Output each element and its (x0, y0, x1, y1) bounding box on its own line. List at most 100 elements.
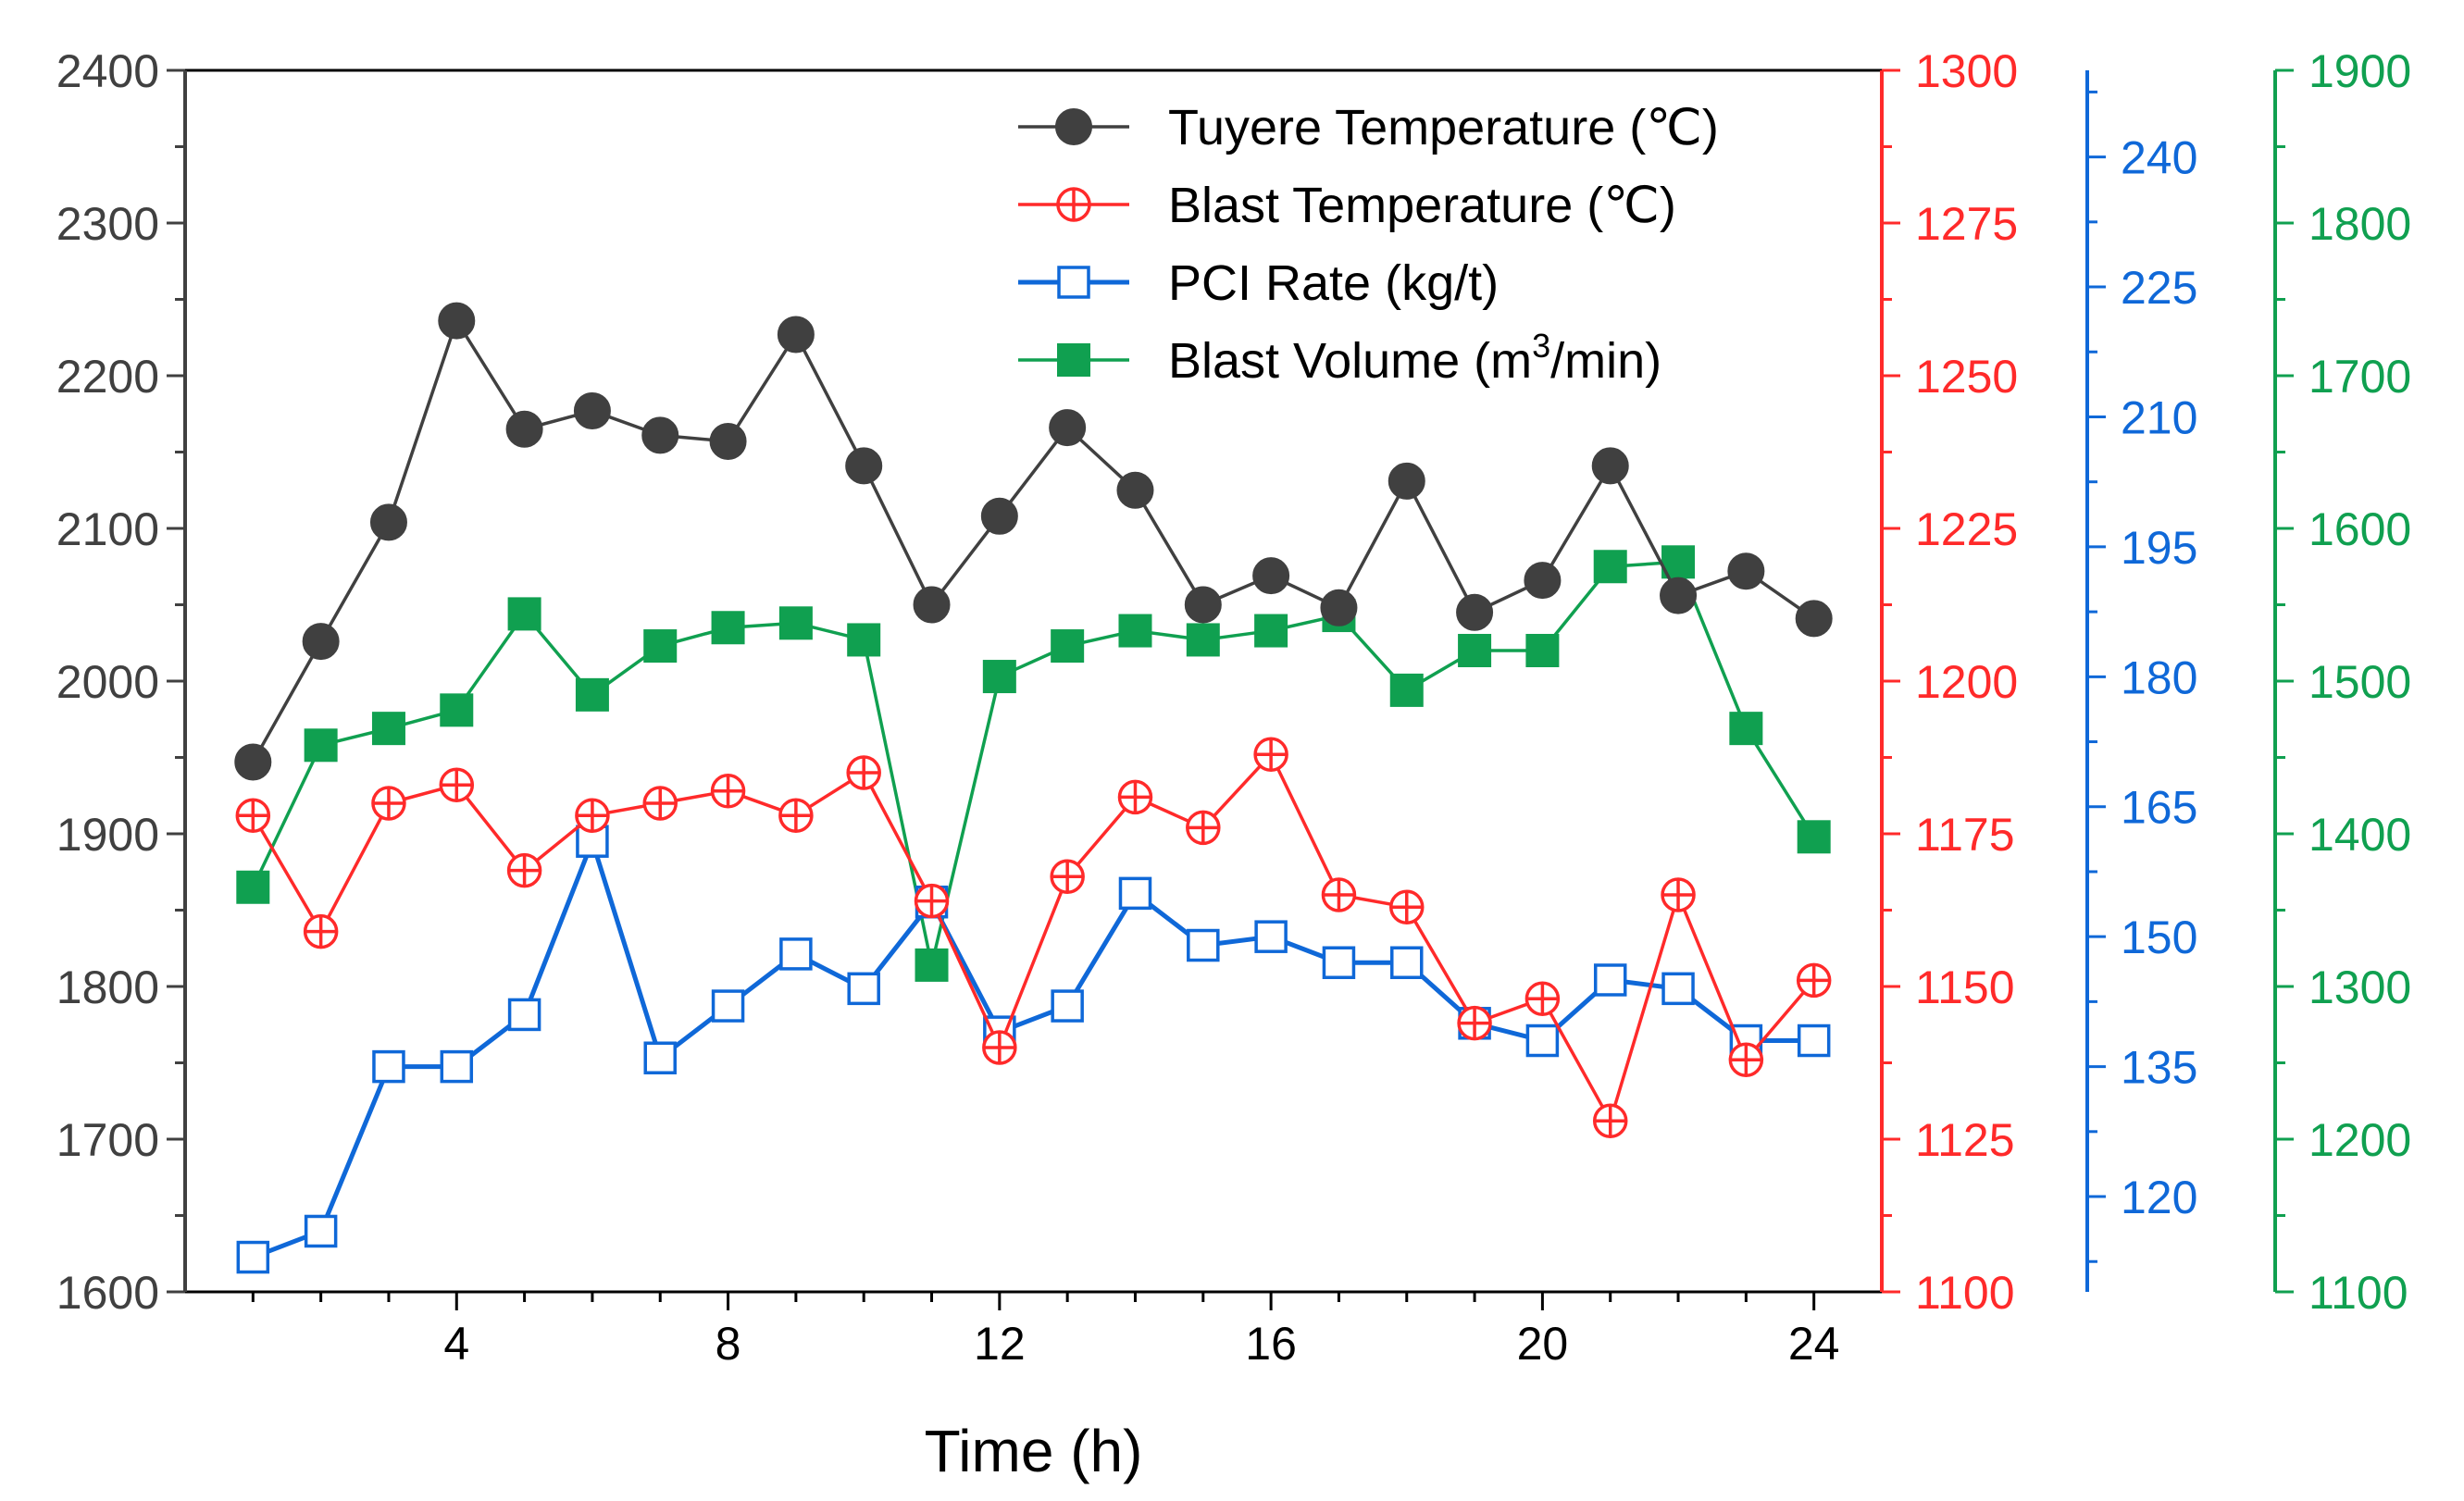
legend-blast-volume-point (1057, 343, 1090, 377)
y-tick-label-blue: 240 (2121, 132, 2197, 184)
blast-volume-point (1051, 629, 1085, 664)
blast-temperature-point (1321, 877, 1357, 912)
legend-item-tuyere-temperature: Tuyere Temperature (℃) (1018, 100, 1719, 155)
blast-volume-point (440, 693, 474, 727)
pci-rate-point (304, 1214, 338, 1248)
y-tick-label-red: 1100 (1915, 1267, 2015, 1319)
blast-volume-series (236, 545, 1831, 982)
tuyere-temperature-point (1456, 593, 1494, 631)
tuyere-temperature-point (1388, 462, 1425, 500)
legend-pci-rate-point (1057, 266, 1090, 299)
pci-rate-point (1322, 946, 1356, 980)
pci-rate-point (236, 1240, 270, 1274)
y-tick-label-red: 1200 (1915, 656, 2018, 708)
blast-volume-point (1389, 673, 1424, 707)
tuyere-temperature-point (302, 623, 340, 661)
blast-temperature-line (251, 752, 1816, 1123)
tuyere-temperature-point (777, 316, 815, 354)
blast-temperature-point (235, 798, 271, 833)
y-tick-label-blue: 225 (2121, 262, 2197, 314)
blast-temperature-point (1389, 889, 1425, 924)
x-tick-label: 4 (443, 1318, 469, 1370)
tuyere-temperature-point (980, 497, 1018, 535)
blast-volume-point (643, 629, 678, 664)
x-tick-label: 8 (716, 1318, 741, 1370)
blast-volume-point (847, 623, 881, 657)
y-tick-label-blue: 180 (2121, 651, 2197, 703)
y-tick-label-green: 1900 (2308, 45, 2411, 97)
tuyere-temperature-point (709, 422, 747, 460)
y-axis-red: 1100 1125 1150 1175 1200 1225 1250 1275 1300 (1880, 45, 2018, 1319)
blast-volume-point (575, 677, 609, 712)
pci-rate-point (1525, 1023, 1560, 1058)
y-axis-blue: 120 135 150 165 180 195 210 225 240 (2085, 70, 2197, 1292)
blast-temperature-point (1728, 1042, 1764, 1077)
tuyere-temperature-point (1795, 600, 1833, 638)
y-tick-label-red: 1250 (1915, 351, 2018, 403)
blast-volume-point (1797, 820, 1831, 854)
y-tick-label-left: 1600 (56, 1267, 159, 1319)
blast-temperature-point (1253, 737, 1288, 772)
blast-temperature-series (235, 737, 1832, 1138)
blast-volume-point (507, 597, 541, 631)
tuyere-temperature-point (369, 503, 407, 541)
tuyere-temperature-point (641, 416, 679, 454)
tuyere-temperature-point (1320, 589, 1358, 626)
tuyere-temperature-series (234, 302, 1833, 781)
blast-volume-point (236, 870, 270, 904)
blast-temperature-point (914, 883, 950, 919)
blast-volume-point (1254, 614, 1288, 648)
x-axis-title: Time (h) (925, 1418, 1143, 1484)
blast-temperature-point (1796, 962, 1832, 999)
tuyere-temperature-point (505, 410, 543, 448)
y-tick-label-green: 1300 (2308, 961, 2411, 1013)
pci-rate-point (1118, 876, 1152, 911)
tuyere-temperature-point (1524, 562, 1562, 600)
blast-volume-point (304, 728, 338, 763)
pci-rate-point (643, 1041, 677, 1074)
pci-rate-point (372, 1049, 405, 1084)
blast-volume-point (1458, 634, 1492, 667)
blast-temperature-point (1050, 859, 1085, 894)
tuyere-temperature-point (1660, 577, 1698, 614)
y-tick-label-red: 1275 (1915, 198, 2018, 250)
blast-temperature-point (371, 786, 406, 821)
pci-rate-point (847, 972, 880, 1006)
blast-volume-point (778, 606, 813, 640)
legend-label-blast-temperature: Blast Temperature (℃) (1168, 178, 1676, 233)
pci-rate-point (1051, 989, 1084, 1023)
x-tick-label: 24 (1788, 1318, 1840, 1370)
y-tick-label-left: 2000 (56, 656, 159, 708)
blast-temperature-point (710, 774, 746, 809)
blast-volume-point (371, 712, 405, 746)
pci-rate-point (1254, 920, 1288, 953)
y-tick-label-red: 1125 (1915, 1114, 2015, 1166)
y-axis-left: 1600 1700 1800 1900 2000 2100 2200 2300 2400 (56, 45, 187, 1319)
blast-volume-point (1593, 550, 1627, 584)
y-tick-label-green: 1800 (2308, 198, 2411, 250)
y-tick-label-left: 1800 (56, 961, 159, 1013)
blast-temperature-point (575, 798, 610, 833)
blast-temperature-point (439, 767, 475, 802)
pci-rate-point (711, 989, 745, 1023)
y-tick-label-red: 1150 (1915, 961, 2015, 1013)
blast-temperature-point (1524, 981, 1561, 1016)
blast-volume-point (1729, 712, 1763, 746)
y-tick-label-green: 1600 (2308, 503, 2411, 555)
y-tick-label-left: 2300 (56, 198, 159, 250)
pci-rate-point (507, 998, 541, 1032)
blast-volume-point (1186, 623, 1220, 657)
y-tick-label-green: 1500 (2308, 656, 2411, 708)
x-tick-label: 20 (1517, 1318, 1569, 1370)
legend-item-pci-rate: PCI Rate (kg/t) (1018, 255, 1499, 311)
y-tick-label-green: 1700 (2308, 351, 2411, 403)
tuyere-temperature-point (1049, 409, 1087, 447)
blast-temperature-point (303, 913, 339, 949)
tuyere-temperature-point (1591, 447, 1629, 485)
pci-rate-point (1593, 963, 1627, 997)
legend-label-tuyere-temperature: Tuyere Temperature (℃) (1168, 100, 1719, 155)
blast-temperature-point (982, 1030, 1017, 1065)
blast-temperature-point (778, 798, 814, 833)
blast-temperature-point (1457, 1005, 1492, 1041)
